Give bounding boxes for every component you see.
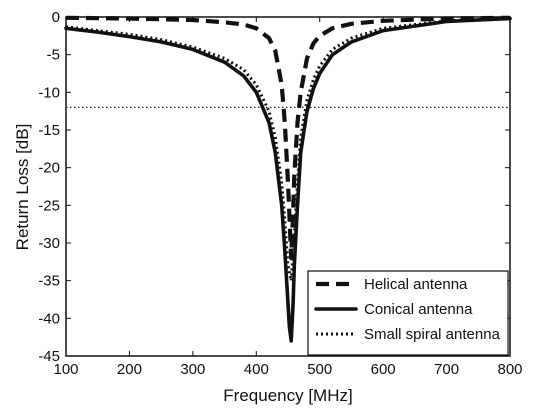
y-axis-label: Return Loss [dB] xyxy=(13,124,32,251)
legend-label: Small spiral antenna xyxy=(364,326,501,343)
legend-label: Helical antenna xyxy=(364,276,468,293)
y-tick-label: -5 xyxy=(47,47,60,64)
y-tick-label: -30 xyxy=(38,235,60,252)
y-tick-label: -25 xyxy=(38,197,60,214)
x-tick-label: 300 xyxy=(180,361,205,378)
x-tick-label: 400 xyxy=(244,361,269,378)
y-tick-label: -45 xyxy=(38,348,60,365)
axis-ticks: 100 200 300 400 500 600 700 800 0 -5 -10 -15 -20 -25 -… xyxy=(38,9,522,378)
x-tick-label: 600 xyxy=(371,361,396,378)
series-line-solid xyxy=(64,16,512,343)
x-tick-label: 500 xyxy=(307,361,332,378)
y-tick-label: -20 xyxy=(38,160,60,177)
x-tick-label: 800 xyxy=(497,361,522,378)
x-tick-label: 100 xyxy=(53,361,78,378)
y-tick-label: -15 xyxy=(38,122,60,139)
x-axis-label: Frequency [MHz] xyxy=(223,386,352,405)
legend-label: Conical antenna xyxy=(364,301,473,318)
legend: Helical antenna Conical antenna Small spir… xyxy=(307,270,509,356)
plot-lines xyxy=(64,15,512,343)
y-tick-label: -10 xyxy=(38,84,60,101)
y-tick-label: -35 xyxy=(38,273,60,290)
x-tick-label: 700 xyxy=(434,361,459,378)
x-tick-label: 200 xyxy=(117,361,142,378)
y-tick-label: -40 xyxy=(38,310,60,327)
y-tick-label: 0 xyxy=(52,9,60,26)
series-line-dashed xyxy=(65,15,511,261)
